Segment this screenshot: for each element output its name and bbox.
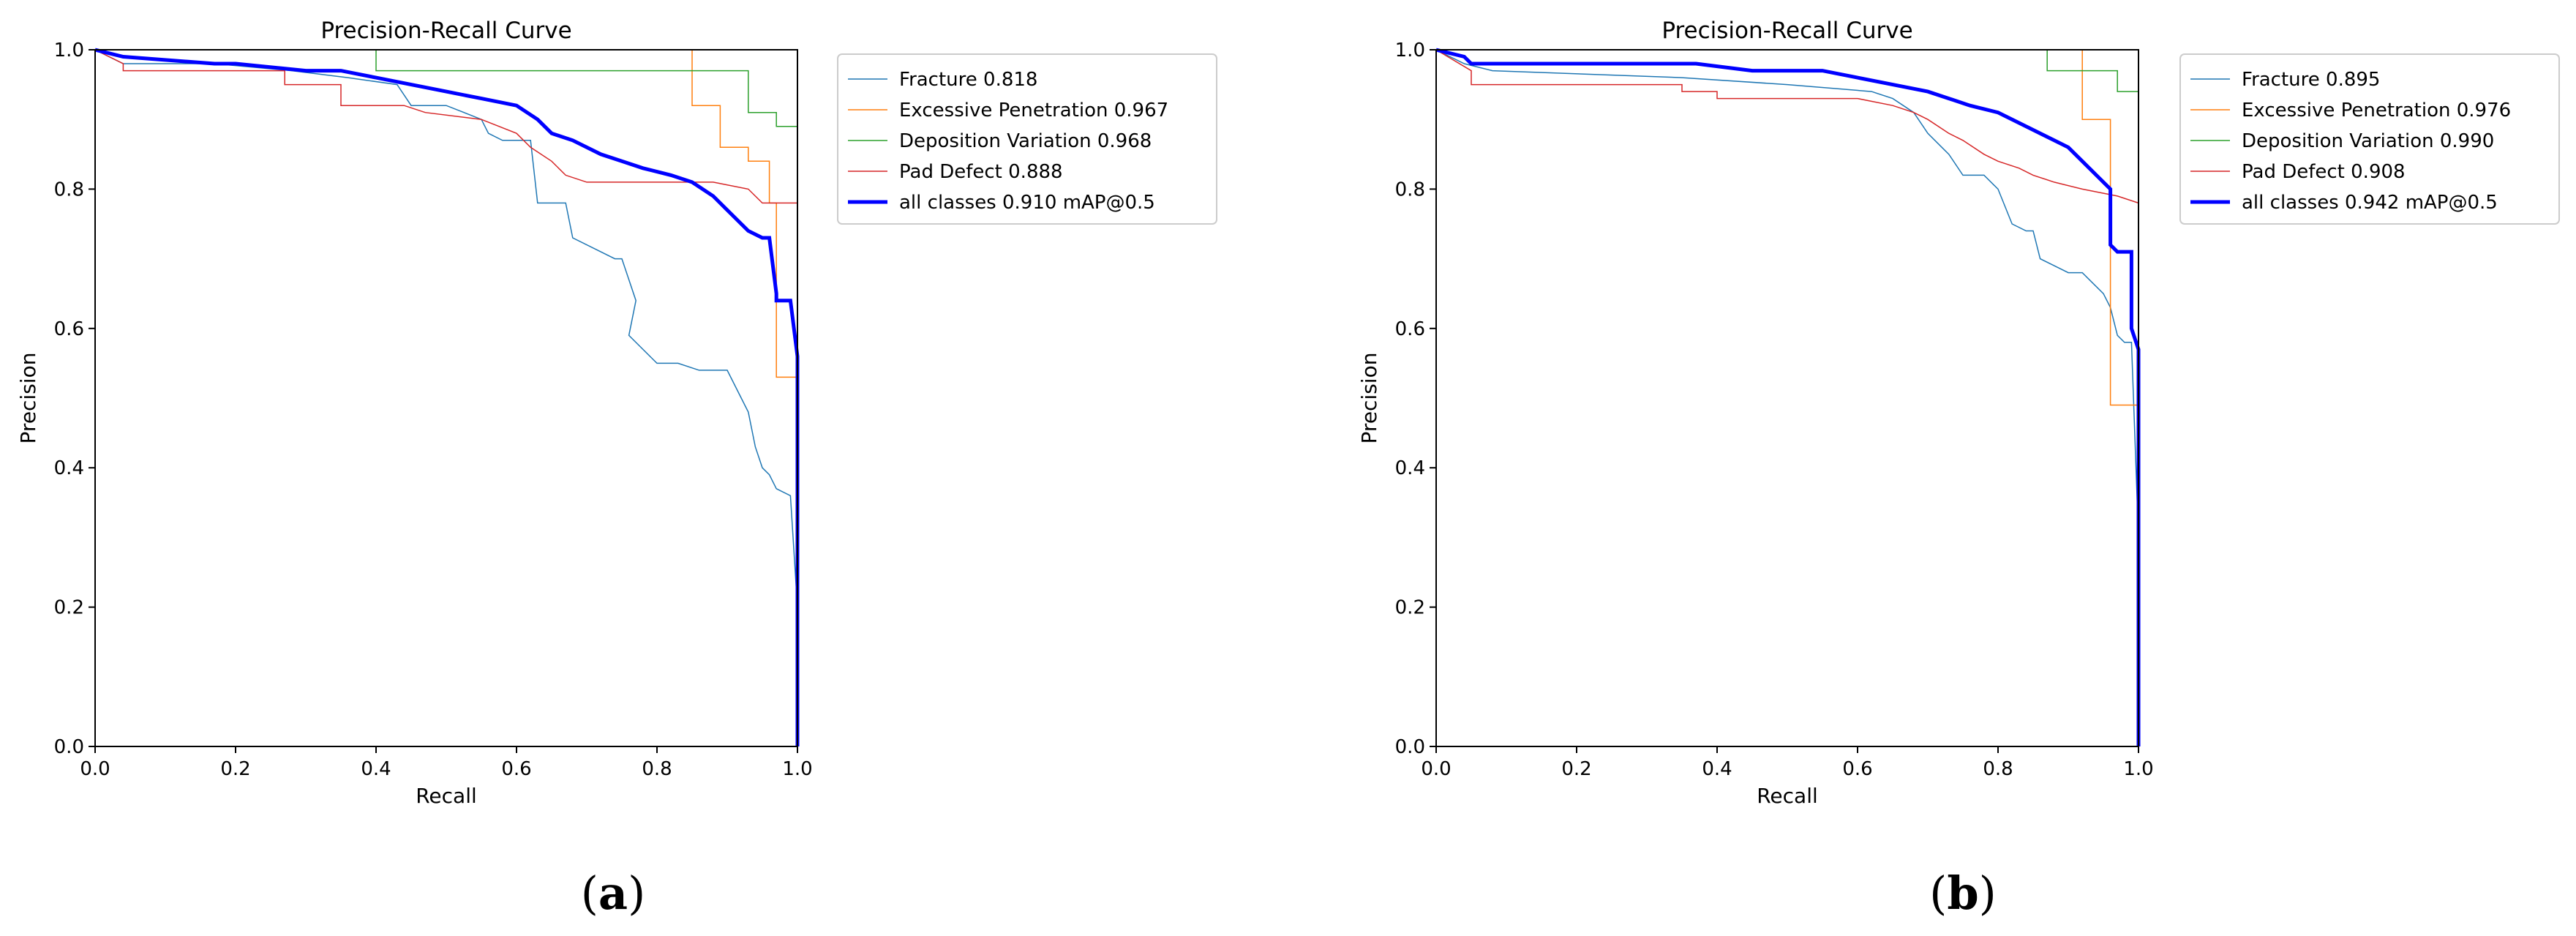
x-tick-label: 0.4 bbox=[361, 758, 391, 780]
legend-label: all classes 0.910 mAP@0.5 bbox=[899, 192, 1155, 214]
y-axis-label: Precision bbox=[16, 353, 40, 444]
chart-title: Precision-Recall Curve bbox=[320, 18, 571, 44]
legend-label: Fracture 0.895 bbox=[2242, 69, 2380, 91]
y-tick-label: 0.0 bbox=[1395, 736, 1425, 758]
series-line-0 bbox=[1436, 49, 2139, 746]
plot-frame bbox=[94, 49, 798, 747]
series-line-0 bbox=[95, 49, 798, 746]
legend-label: Deposition Variation 0.990 bbox=[2242, 130, 2494, 152]
y-tick-label: 1.0 bbox=[54, 40, 84, 61]
legend-label: Pad Defect 0.908 bbox=[2242, 161, 2406, 183]
legend-label: Deposition Variation 0.968 bbox=[899, 130, 1152, 152]
y-tick-label: 0.8 bbox=[1395, 179, 1425, 201]
y-tick-label: 0.0 bbox=[54, 736, 84, 758]
x-tick-label: 0.8 bbox=[1983, 758, 2013, 780]
y-tick-label: 1.0 bbox=[1395, 40, 1425, 61]
x-tick-label: 1.0 bbox=[2123, 758, 2153, 780]
chart-title: Precision-Recall Curve bbox=[1661, 18, 1912, 44]
x-tick-label: 0.6 bbox=[1842, 758, 1872, 780]
legend: Fracture 0.895 Excessive Penetration 0.97… bbox=[2179, 53, 2560, 225]
x-axis-label: Recall bbox=[416, 784, 477, 808]
legend: Fracture 0.818 Excessive Penetration 0.96… bbox=[837, 53, 1217, 225]
series-line-4 bbox=[1436, 48, 2141, 746]
y-axis-label: Precision bbox=[1357, 353, 1381, 444]
series-line-1 bbox=[691, 50, 798, 746]
legend-label: Excessive Penetration 0.976 bbox=[2242, 100, 2511, 121]
x-tick-label: 0.2 bbox=[220, 758, 250, 780]
x-axis-label: Recall bbox=[1757, 784, 1818, 808]
y-tick-label: 0.4 bbox=[54, 457, 84, 479]
legend-label: Fracture 0.818 bbox=[899, 69, 1037, 91]
legend-label: all classes 0.942 mAP@0.5 bbox=[2242, 192, 2498, 214]
plot-frame bbox=[1435, 49, 2139, 747]
x-tick-label: 0.0 bbox=[1421, 758, 1451, 780]
panel-caption: (a) bbox=[581, 866, 646, 920]
y-tick-label: 0.6 bbox=[1395, 318, 1425, 340]
x-tick-label: 1.0 bbox=[782, 758, 812, 780]
y-tick-label: 0.6 bbox=[54, 318, 84, 340]
y-tick-label: 0.8 bbox=[54, 179, 84, 201]
chart-panel-a: 0.0 0.2 0.4 0.6 0.8 1.0 0.0 0.2 0.4 0.6 0.8 1.0 Prec… bbox=[16, 18, 1217, 920]
legend-box bbox=[837, 53, 1217, 225]
x-tick-label: 0.0 bbox=[80, 758, 110, 780]
series-line-2 bbox=[95, 49, 798, 746]
x-tick-label: 0.4 bbox=[1702, 758, 1732, 780]
legend-label: Pad Defect 0.888 bbox=[899, 161, 1063, 183]
series-line-2 bbox=[2046, 50, 2139, 746]
x-tick-label: 0.8 bbox=[642, 758, 672, 780]
y-tick-label: 0.4 bbox=[1395, 457, 1425, 479]
y-tick-label: 0.2 bbox=[1395, 597, 1425, 619]
legend-box bbox=[2179, 53, 2560, 225]
x-tick-label: 0.2 bbox=[1561, 758, 1591, 780]
series-line-4 bbox=[95, 48, 800, 746]
series-line-3 bbox=[95, 49, 798, 746]
chart-panel-b: 0.0 0.2 0.4 0.6 0.8 1.0 0.0 0.2 0.4 0.6 0.8 1.0 Prec… bbox=[1357, 18, 2560, 920]
legend-label: Excessive Penetration 0.967 bbox=[899, 100, 1168, 121]
panel-caption: (b) bbox=[1929, 866, 1997, 920]
series-line-1 bbox=[2081, 50, 2139, 746]
x-tick-label: 0.6 bbox=[501, 758, 531, 780]
series-line-3 bbox=[1436, 49, 2139, 746]
y-tick-label: 0.2 bbox=[54, 597, 84, 619]
